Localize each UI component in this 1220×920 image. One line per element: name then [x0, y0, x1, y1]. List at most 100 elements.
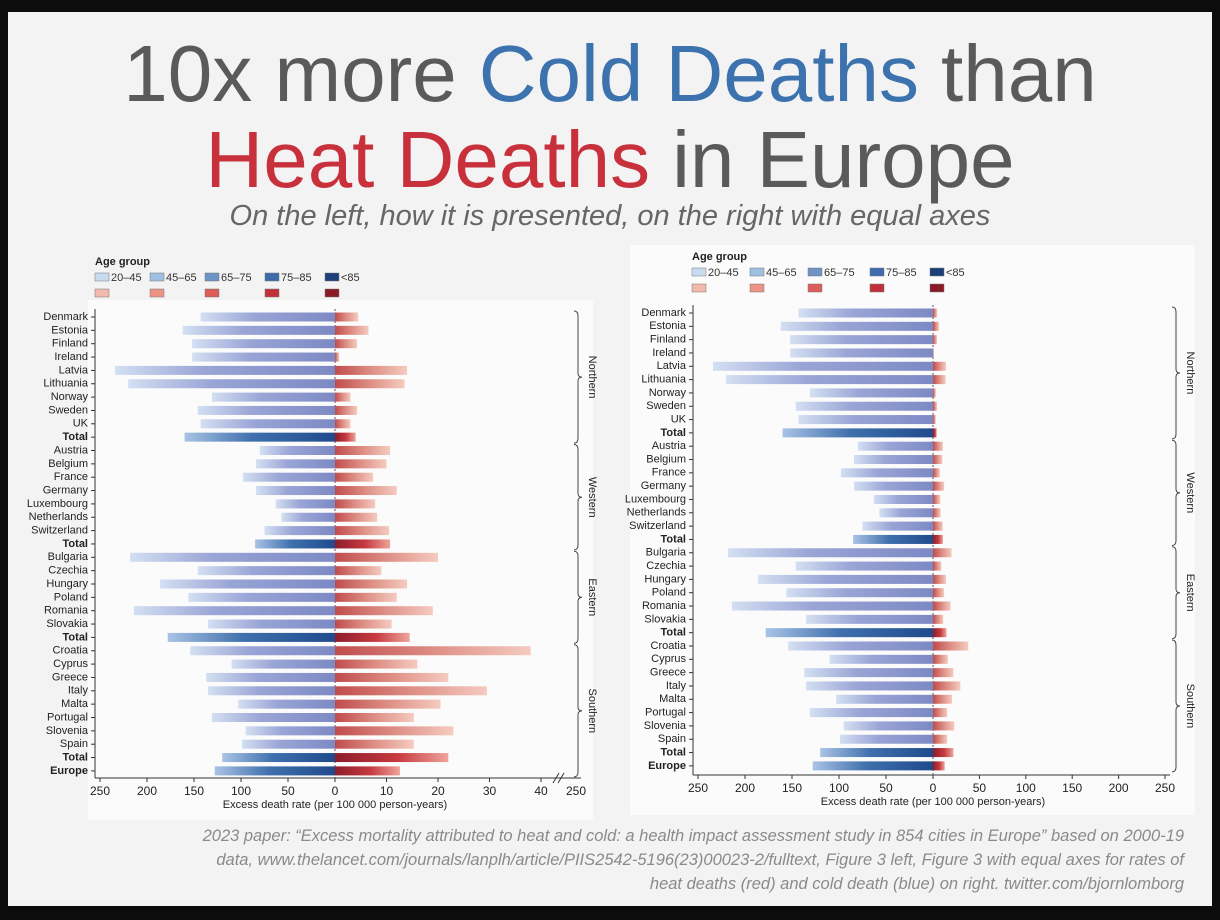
heat-bar: [335, 392, 351, 402]
heat-bar: [933, 375, 946, 385]
title-part: Heat Deaths: [205, 115, 651, 204]
x-tick-label: 0: [332, 784, 339, 798]
title-line: Heat Deaths in Europe: [8, 120, 1212, 200]
cold-bar: [795, 401, 933, 411]
cold-bar: [829, 654, 933, 664]
group-bracket: [1171, 546, 1181, 640]
cold-bar: [214, 766, 335, 776]
category-label: Malta: [61, 698, 89, 710]
heat-bar: [933, 668, 954, 678]
legend-label: <85: [946, 267, 965, 279]
legend-label: 45–65: [766, 267, 797, 279]
cold-bar: [281, 512, 335, 522]
legend-swatch: [94, 288, 110, 298]
category-label: Estonia: [51, 324, 89, 336]
category-label: Europe: [50, 765, 88, 777]
heat-bar: [335, 699, 441, 709]
category-label: Belgium: [646, 453, 686, 465]
legend-swatch: [149, 288, 165, 298]
category-label: Total: [661, 533, 686, 545]
category-label: Poland: [54, 591, 88, 603]
category-label: Czechia: [646, 560, 687, 572]
heat-bar: [933, 494, 941, 504]
category-label: Switzerland: [31, 525, 88, 537]
cold-bar: [836, 694, 933, 704]
cold-bar: [862, 521, 933, 531]
x-tick-label: 100: [829, 781, 849, 795]
group-bracket: [573, 550, 583, 644]
heat-bar: [335, 646, 531, 656]
heat-bar: [933, 708, 948, 718]
cold-bar: [190, 646, 335, 656]
heat-bar: [335, 486, 397, 496]
axis-break: [552, 772, 565, 784]
cold-bar: [728, 548, 933, 558]
cold-bar: [231, 659, 335, 669]
category-label: Total: [661, 746, 686, 758]
category-label: Portugal: [645, 707, 686, 719]
legend-swatch: [691, 283, 707, 293]
legend-title: Age group: [95, 256, 150, 268]
x-tick-label: 200: [137, 784, 157, 798]
category-label: Ireland: [54, 351, 88, 363]
cold-bar: [820, 748, 933, 758]
category-label: UK: [671, 413, 687, 425]
x-tick-label: 50: [879, 781, 893, 795]
heat-bar: [335, 312, 359, 322]
cold-bar: [790, 348, 933, 358]
cold-bar: [200, 312, 335, 322]
cold-bar: [765, 628, 933, 638]
heat-bar: [933, 748, 954, 758]
category-label: Denmark: [43, 311, 88, 323]
legend-swatch: [264, 288, 280, 298]
category-label: Romania: [44, 605, 89, 617]
heat-bar: [335, 419, 351, 429]
cold-bar: [854, 455, 933, 465]
cold-bar: [208, 619, 335, 629]
heat-bar: [933, 588, 945, 598]
cold-bar: [192, 352, 335, 362]
x-tick-label: 200: [735, 781, 755, 795]
category-label: Croatia: [651, 640, 687, 652]
category-label: Slovakia: [644, 613, 686, 625]
heat-bar: [933, 628, 947, 638]
legend-swatch: [807, 267, 823, 277]
heat-bar: [933, 401, 937, 411]
heat-bar: [335, 606, 433, 616]
category-label: Total: [63, 431, 88, 443]
title-line: 10x more Cold Deaths than: [8, 34, 1212, 114]
category-label: Austria: [652, 440, 687, 452]
heat-bar: [335, 446, 391, 455]
heat-bar: [335, 753, 449, 763]
heat-bar: [335, 552, 438, 562]
heat-bar: [933, 548, 952, 558]
group-label: Western: [586, 477, 598, 518]
group-label: Eastern: [586, 578, 598, 616]
legend-swatch: [204, 272, 220, 282]
category-label: Greece: [650, 667, 686, 679]
heat-bar: [933, 321, 940, 331]
category-label: Sweden: [646, 400, 686, 412]
group-bracket: [573, 644, 583, 778]
category-label: Italy: [666, 680, 687, 692]
category-label: Norway: [649, 387, 687, 399]
category-label: Malta: [659, 693, 687, 705]
cold-bar: [853, 534, 933, 544]
category-label: Greece: [52, 671, 88, 683]
group-bracket: [573, 444, 583, 551]
category-label: Slovenia: [46, 725, 89, 737]
heat-bar: [933, 428, 937, 438]
category-label: Netherlands: [29, 511, 89, 523]
heat-bar: [335, 339, 358, 349]
heat-bar: [335, 566, 382, 576]
heat-bar: [335, 405, 358, 415]
heat-bar: [933, 681, 961, 691]
cold-bar: [713, 361, 933, 371]
category-label: Germany: [43, 484, 89, 496]
heat-bar: [335, 619, 392, 629]
cold-bar: [840, 468, 933, 478]
legend-swatch: [324, 288, 340, 298]
cold-bar: [245, 726, 335, 736]
x-tick-label: 0: [930, 781, 937, 795]
